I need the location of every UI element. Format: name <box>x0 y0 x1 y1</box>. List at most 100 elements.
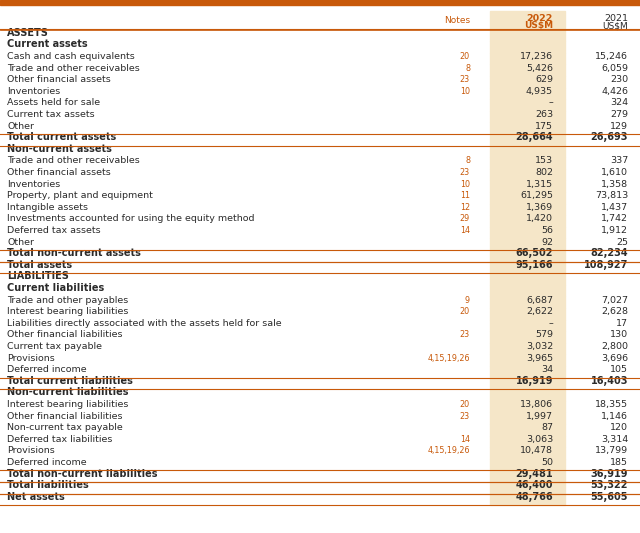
Text: 17,236: 17,236 <box>520 52 553 61</box>
Text: –: – <box>548 319 553 328</box>
Bar <box>490 389 565 401</box>
Text: ASSETS: ASSETS <box>7 28 49 38</box>
Text: 1,420: 1,420 <box>526 214 553 223</box>
Text: 10,478: 10,478 <box>520 447 553 456</box>
Text: 23: 23 <box>460 330 470 340</box>
Text: 6,059: 6,059 <box>601 63 628 72</box>
Bar <box>490 53 565 64</box>
Bar <box>490 273 565 285</box>
Text: 13,806: 13,806 <box>520 400 553 409</box>
Text: 230: 230 <box>610 75 628 84</box>
Text: 4,15,19,26: 4,15,19,26 <box>428 354 470 362</box>
Text: 87: 87 <box>541 423 553 432</box>
Text: 53,322: 53,322 <box>591 480 628 490</box>
Text: 16,919: 16,919 <box>515 376 553 386</box>
Text: 61,295: 61,295 <box>520 191 553 200</box>
Text: 4,15,19,26: 4,15,19,26 <box>428 447 470 456</box>
Text: 2021: 2021 <box>604 14 628 23</box>
Text: 20: 20 <box>460 52 470 61</box>
Bar <box>490 319 565 331</box>
Text: 1,997: 1,997 <box>526 411 553 421</box>
Text: 12: 12 <box>460 203 470 212</box>
Text: US$M: US$M <box>602 21 628 30</box>
Text: 23: 23 <box>460 75 470 84</box>
Text: Non-current liabilities: Non-current liabilities <box>7 387 129 398</box>
Bar <box>490 29 565 41</box>
Text: 153: 153 <box>535 157 553 165</box>
Text: Total current assets: Total current assets <box>7 132 116 142</box>
Text: Intangible assets: Intangible assets <box>7 203 88 212</box>
Bar <box>490 401 565 413</box>
Bar <box>490 11 565 29</box>
Text: Provisions: Provisions <box>7 447 55 456</box>
Text: Liabilities directly associated with the assets held for sale: Liabilities directly associated with the… <box>7 319 282 328</box>
Bar <box>490 435 565 447</box>
Text: 3,032: 3,032 <box>525 342 553 351</box>
Text: 108,927: 108,927 <box>584 260 628 270</box>
Text: Assets held for sale: Assets held for sale <box>7 99 100 108</box>
Text: Inventories: Inventories <box>7 180 60 189</box>
Text: 29,481: 29,481 <box>515 469 553 479</box>
Text: 28,664: 28,664 <box>515 132 553 142</box>
Text: 95,166: 95,166 <box>515 260 553 270</box>
Text: 2022: 2022 <box>527 14 553 23</box>
Bar <box>490 377 565 389</box>
Text: US$M: US$M <box>524 21 553 30</box>
Text: 629: 629 <box>535 75 553 84</box>
Text: 120: 120 <box>610 423 628 432</box>
Text: Provisions: Provisions <box>7 354 55 362</box>
Text: 55,605: 55,605 <box>591 492 628 502</box>
Bar <box>490 87 565 99</box>
Text: Deferred income: Deferred income <box>7 365 86 374</box>
Text: Total liabilities: Total liabilities <box>7 480 89 490</box>
Text: Trade and other receivables: Trade and other receivables <box>7 63 140 72</box>
Bar <box>490 157 565 169</box>
Text: LIABILITIES: LIABILITIES <box>7 271 69 281</box>
Text: 105: 105 <box>610 365 628 374</box>
Bar <box>490 296 565 308</box>
Text: 3,965: 3,965 <box>526 354 553 362</box>
Text: 130: 130 <box>610 330 628 340</box>
Text: 1,610: 1,610 <box>601 168 628 177</box>
Text: 1,437: 1,437 <box>601 203 628 212</box>
Text: Net assets: Net assets <box>7 492 65 502</box>
Text: Total non-current liabilities: Total non-current liabilities <box>7 469 157 479</box>
Text: 1,369: 1,369 <box>526 203 553 212</box>
Text: Other financial liabilities: Other financial liabilities <box>7 330 122 340</box>
Text: Cash and cash equivalents: Cash and cash equivalents <box>7 52 135 61</box>
Text: 279: 279 <box>610 110 628 119</box>
Text: Deferred income: Deferred income <box>7 458 86 467</box>
Text: 82,234: 82,234 <box>590 248 628 259</box>
Bar <box>490 308 565 319</box>
Text: 4,935: 4,935 <box>526 87 553 96</box>
Text: Non-current assets: Non-current assets <box>7 144 112 154</box>
Text: 337: 337 <box>610 157 628 165</box>
Text: 23: 23 <box>460 168 470 177</box>
Text: 2,628: 2,628 <box>601 307 628 316</box>
Text: 10: 10 <box>460 87 470 96</box>
Text: Inventories: Inventories <box>7 87 60 96</box>
Bar <box>490 76 565 87</box>
Text: 36,919: 36,919 <box>591 469 628 479</box>
Bar <box>490 192 565 204</box>
Text: 15,246: 15,246 <box>595 52 628 61</box>
Text: 5,426: 5,426 <box>526 63 553 72</box>
Text: 25: 25 <box>616 238 628 247</box>
Text: Current tax assets: Current tax assets <box>7 110 95 119</box>
Text: 3,696: 3,696 <box>601 354 628 362</box>
Bar <box>490 494 565 505</box>
Text: 6,687: 6,687 <box>526 296 553 305</box>
Text: 3,314: 3,314 <box>601 435 628 444</box>
Text: 9: 9 <box>465 296 470 305</box>
Bar <box>490 41 565 53</box>
Bar <box>490 146 565 157</box>
Bar <box>490 111 565 122</box>
Text: 13,799: 13,799 <box>595 447 628 456</box>
Text: 56: 56 <box>541 226 553 235</box>
Text: Current assets: Current assets <box>7 39 88 50</box>
Bar <box>490 99 565 111</box>
Text: Interest bearing liabilities: Interest bearing liabilities <box>7 400 129 409</box>
Text: 46,400: 46,400 <box>515 480 553 490</box>
Bar <box>490 331 565 343</box>
Text: Notes: Notes <box>444 16 470 25</box>
